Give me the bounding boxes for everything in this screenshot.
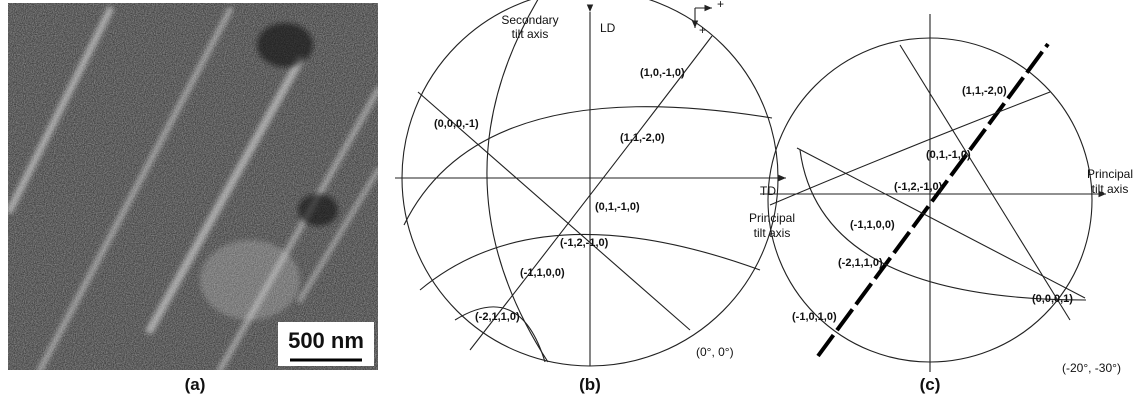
- pole: (0,0,0,-1): [434, 118, 479, 130]
- figure: 500 nm (a) + + Secondary tilt axis LD TD…: [0, 0, 1144, 400]
- pole: (-1,0,1,0): [792, 311, 837, 323]
- pole: (1,0,-1,0): [640, 67, 685, 79]
- panel-label: (c): [920, 375, 941, 394]
- pole: (-2,1,1,0): [838, 257, 883, 269]
- axis-label: Secondary: [501, 13, 558, 27]
- axis-label: tilt axis: [1092, 182, 1129, 196]
- axis-label: Principal: [749, 211, 795, 225]
- pole: (-1,1,0,0): [850, 219, 895, 231]
- scale-bar-label: 500 nm: [288, 328, 364, 353]
- stereogram-b: [395, 0, 786, 366]
- pole: (0,1,-1,0): [926, 149, 971, 161]
- micrograph: [8, 3, 378, 370]
- pole: (-1,2,-1,0): [894, 181, 943, 193]
- panel-label: (b): [579, 375, 601, 394]
- pole: (-1,1,0,0): [520, 267, 565, 279]
- axis-label: LD: [600, 21, 616, 35]
- pole: (1,1,-2,0): [620, 132, 665, 144]
- icon-sign: +: [717, 0, 724, 11]
- axis-label: Principal: [1087, 167, 1133, 181]
- panel-label: (a): [185, 375, 206, 394]
- pole: (-2,1,1,0): [475, 311, 520, 323]
- icon-sign: +: [699, 23, 706, 37]
- tilt-angle: (0°, 0°): [696, 345, 734, 359]
- axis-label: tilt axis: [512, 27, 549, 41]
- pole: (0,0,0,1): [1032, 293, 1073, 305]
- pole: (0,1,-1,0): [595, 201, 640, 213]
- pole: (1,1,-2,0): [962, 85, 1007, 97]
- tilt-angle: (-20°, -30°): [1062, 361, 1121, 375]
- pole: (-1,2,-1,0): [560, 237, 609, 249]
